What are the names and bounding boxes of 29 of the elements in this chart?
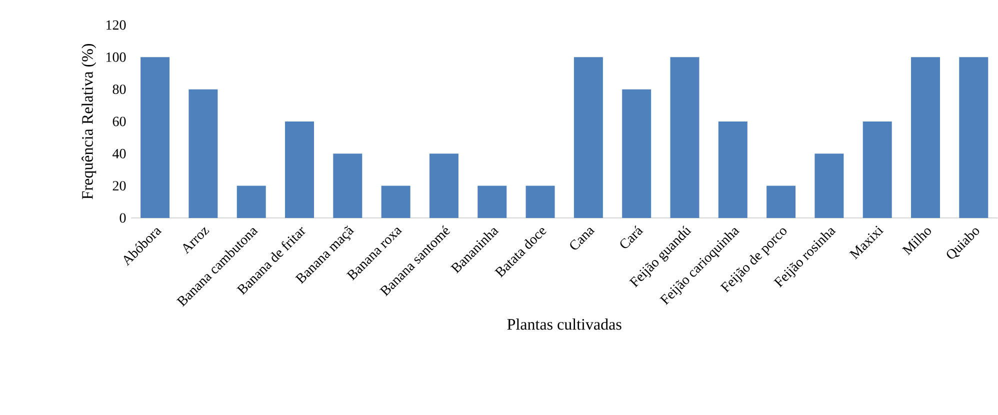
y-tick-label: 120 bbox=[106, 20, 126, 30]
y-tick-label: 0 bbox=[120, 213, 126, 223]
y-axis-title: Frequência Relativa (%) bbox=[82, 44, 96, 200]
y-tick-label: 20 bbox=[112, 181, 126, 191]
x-tick-label: Cará bbox=[620, 225, 644, 248]
bar bbox=[959, 57, 988, 218]
bar bbox=[478, 186, 507, 218]
x-axis-title: Plantas cultivadas bbox=[507, 318, 622, 330]
bar bbox=[814, 154, 844, 218]
bar bbox=[236, 186, 266, 218]
y-tick-label: 40 bbox=[112, 148, 126, 158]
bar bbox=[670, 57, 700, 218]
y-tick-label: 100 bbox=[106, 52, 126, 62]
bar bbox=[140, 57, 170, 218]
y-tick-label: 80 bbox=[112, 84, 126, 94]
bar bbox=[622, 89, 652, 218]
bar bbox=[429, 154, 458, 218]
bar bbox=[285, 122, 314, 218]
x-tick-label: Cana bbox=[570, 228, 595, 250]
bar bbox=[574, 57, 603, 218]
bar bbox=[333, 154, 362, 218]
bar bbox=[718, 122, 748, 218]
y-tick-label: 60 bbox=[112, 116, 126, 126]
bar bbox=[766, 186, 796, 218]
bar bbox=[911, 57, 940, 218]
bar bbox=[381, 186, 410, 218]
bar bbox=[862, 122, 892, 218]
bar bbox=[188, 89, 218, 218]
bar bbox=[526, 186, 555, 218]
